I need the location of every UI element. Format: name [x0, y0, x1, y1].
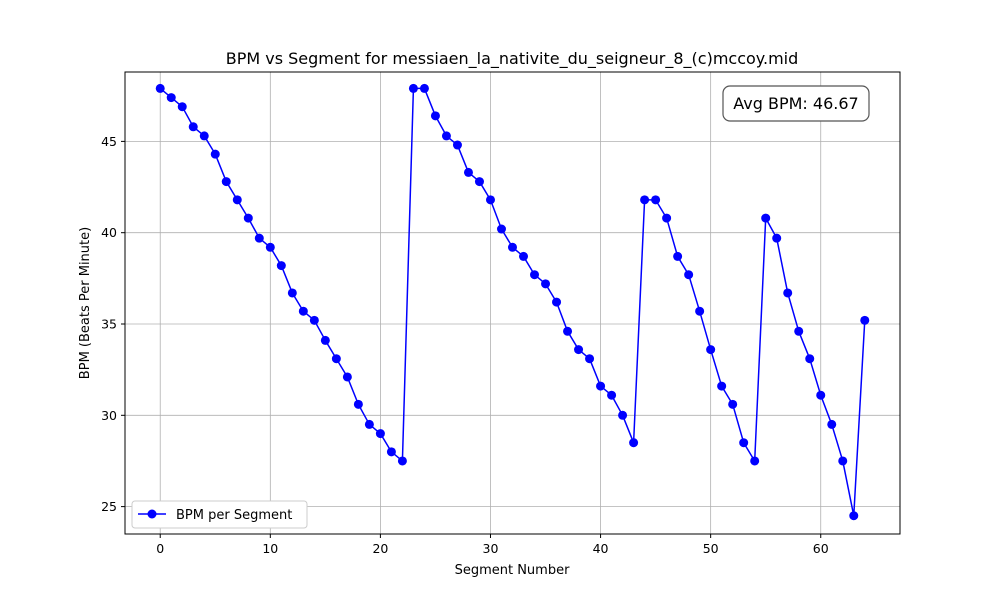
data-point	[276, 261, 286, 271]
x-tick-label: 60	[813, 541, 829, 556]
data-point	[265, 242, 275, 252]
data-point	[684, 270, 694, 280]
data-point	[574, 345, 584, 355]
data-point	[452, 140, 462, 150]
y-axis-ticks: 25 30 35 40 45	[101, 134, 125, 514]
data-point	[662, 213, 672, 223]
data-point	[585, 354, 595, 364]
data-point	[243, 213, 253, 223]
data-point	[728, 399, 738, 409]
x-tick-label: 30	[483, 541, 499, 556]
x-axis-label: Segment Number	[455, 563, 571, 578]
data-point	[816, 390, 826, 400]
data-point	[177, 102, 187, 112]
data-point	[651, 195, 661, 205]
data-point	[166, 93, 176, 103]
data-point	[860, 315, 870, 325]
data-point	[188, 122, 198, 132]
data-point	[519, 251, 529, 261]
chart-title: BPM vs Segment for messiaen_la_nativite_…	[226, 49, 799, 69]
data-point	[640, 195, 650, 205]
grid-lines	[125, 72, 900, 534]
data-point	[552, 297, 562, 307]
legend-marker-swatch	[147, 509, 157, 519]
data-point	[430, 111, 440, 121]
data-point	[386, 447, 396, 457]
data-point	[706, 345, 716, 355]
data-point	[673, 251, 683, 261]
x-axis-ticks: 0 10 20 30 40 50 60	[156, 534, 829, 556]
data-point	[827, 419, 837, 429]
y-tick-label: 45	[101, 134, 117, 149]
data-point	[805, 354, 815, 364]
data-point	[695, 306, 705, 316]
data-point	[750, 456, 760, 466]
data-point	[717, 381, 727, 391]
data-point	[838, 456, 848, 466]
data-point	[375, 429, 385, 439]
y-axis-label: BPM (Beats Per Minute)	[78, 227, 93, 379]
data-point	[629, 438, 639, 448]
y-tick-label: 25	[101, 499, 117, 514]
data-point	[309, 315, 319, 325]
data-point	[607, 390, 617, 400]
avg-bpm-text: Avg BPM: 46.67	[733, 94, 858, 113]
y-tick-label: 40	[101, 225, 117, 240]
data-point	[353, 399, 363, 409]
data-point	[485, 195, 495, 205]
data-point	[320, 335, 330, 345]
data-point	[783, 288, 793, 298]
data-point	[541, 279, 551, 289]
data-point	[254, 233, 264, 243]
x-tick-label: 40	[593, 541, 609, 556]
avg-bpm-box	[722, 85, 870, 122]
x-tick-label: 10	[262, 541, 278, 556]
data-point	[397, 456, 407, 466]
legend-box	[131, 500, 308, 529]
data-point	[298, 306, 308, 316]
series-bpm-per-segment	[155, 83, 870, 521]
data-point	[849, 511, 859, 521]
data-point	[618, 410, 628, 420]
data-point	[364, 419, 374, 429]
legend-label: BPM per Segment	[176, 508, 292, 523]
x-tick-label: 0	[156, 541, 164, 556]
data-point	[596, 381, 606, 391]
y-tick-label: 35	[101, 317, 117, 332]
data-point	[508, 242, 517, 252]
data-point	[408, 83, 418, 93]
legend: BPM per Segment	[131, 500, 308, 529]
data-point	[419, 83, 429, 93]
data-point	[210, 149, 220, 159]
data-point	[563, 326, 573, 336]
data-point	[232, 195, 242, 205]
data-point	[530, 270, 540, 280]
data-point	[761, 213, 771, 223]
data-point	[463, 167, 473, 177]
x-tick-label: 50	[703, 541, 719, 556]
y-tick-label: 30	[101, 408, 117, 423]
data-point	[441, 131, 451, 141]
data-point	[739, 438, 749, 448]
data-point	[221, 177, 231, 187]
series-line	[159, 87, 866, 517]
avg-bpm-annotation: Avg BPM: 46.67	[722, 85, 870, 122]
data-point	[331, 354, 341, 364]
data-point	[287, 288, 297, 298]
data-point	[199, 131, 209, 141]
data-point	[474, 177, 484, 187]
data-point	[794, 326, 804, 336]
x-tick-label: 20	[372, 541, 388, 556]
data-point	[342, 372, 352, 382]
plot-area-frame	[124, 71, 901, 535]
data-point	[496, 224, 506, 234]
data-point	[155, 83, 165, 93]
data-point	[772, 233, 782, 243]
